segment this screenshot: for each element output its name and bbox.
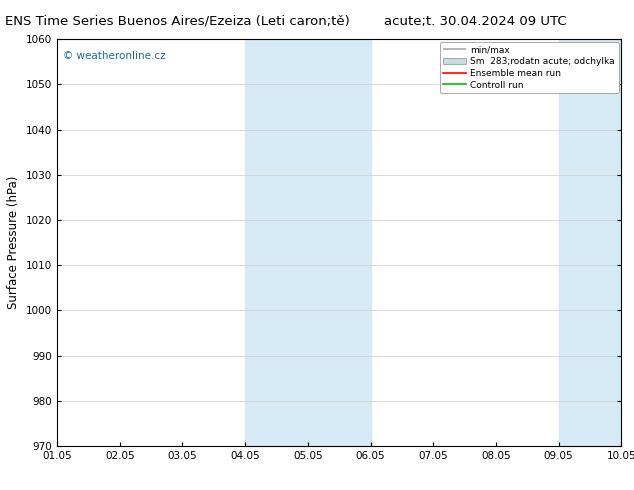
Text: ENS Time Series Buenos Aires/Ezeiza (Leti caron;tě): ENS Time Series Buenos Aires/Ezeiza (Let… <box>5 15 350 28</box>
Y-axis label: Surface Pressure (hPa): Surface Pressure (hPa) <box>8 176 20 309</box>
Bar <box>559 39 634 446</box>
Legend: min/max, Sm  283;rodatn acute; odchylka, Ensemble mean run, Controll run: min/max, Sm 283;rodatn acute; odchylka, … <box>440 42 619 93</box>
Text: © weatheronline.cz: © weatheronline.cz <box>63 51 165 61</box>
Text: acute;t. 30.04.2024 09 UTC: acute;t. 30.04.2024 09 UTC <box>384 15 567 28</box>
Bar <box>245 39 370 446</box>
